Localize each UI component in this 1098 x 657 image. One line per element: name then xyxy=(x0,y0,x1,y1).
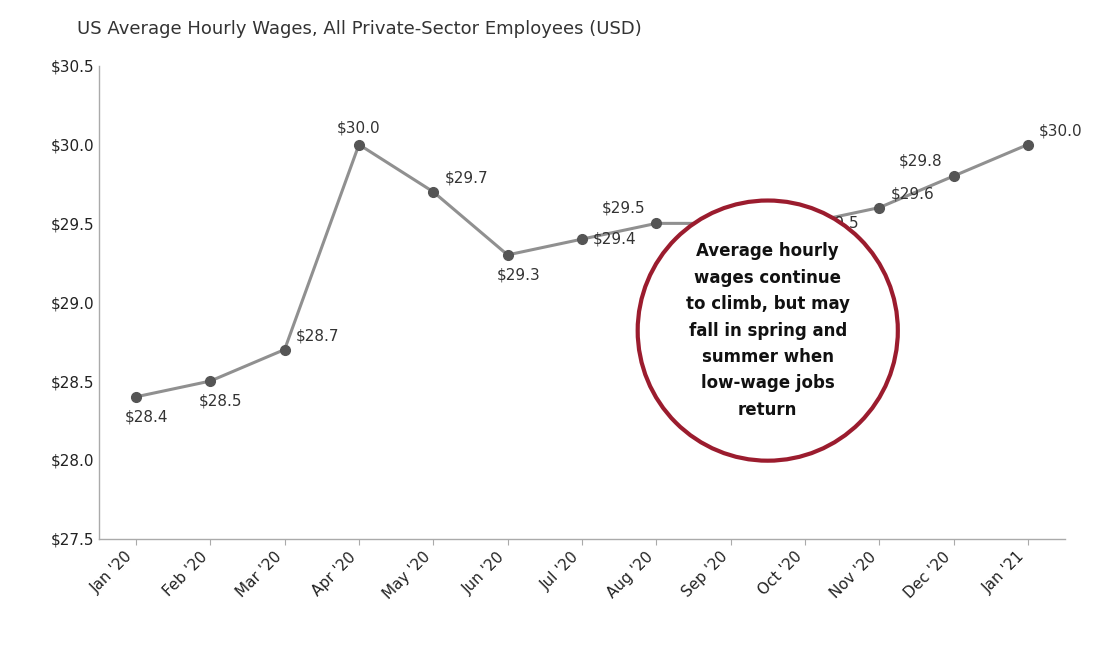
Ellipse shape xyxy=(638,200,898,461)
Text: $29.4: $29.4 xyxy=(593,232,637,246)
Text: $28.7: $28.7 xyxy=(295,328,339,343)
Text: $29.7: $29.7 xyxy=(445,171,489,185)
Text: Average hourly
wages continue
to climb, but may
fall in spring and
summer when
l: Average hourly wages continue to climb, … xyxy=(686,242,850,419)
Text: $29.5: $29.5 xyxy=(742,216,785,231)
Text: $29.5: $29.5 xyxy=(602,200,646,215)
Text: US Average Hourly Wages, All Private-Sector Employees (USD): US Average Hourly Wages, All Private-Sec… xyxy=(77,20,641,37)
Text: $29.8: $29.8 xyxy=(899,153,942,168)
Text: $29.6: $29.6 xyxy=(890,187,934,201)
Text: $28.5: $28.5 xyxy=(199,394,243,409)
Text: $29.5: $29.5 xyxy=(816,216,860,231)
Text: $30.0: $30.0 xyxy=(1039,124,1083,138)
Text: $29.3: $29.3 xyxy=(496,267,540,283)
Text: $30.0: $30.0 xyxy=(337,120,381,135)
Text: $28.4: $28.4 xyxy=(125,409,168,424)
